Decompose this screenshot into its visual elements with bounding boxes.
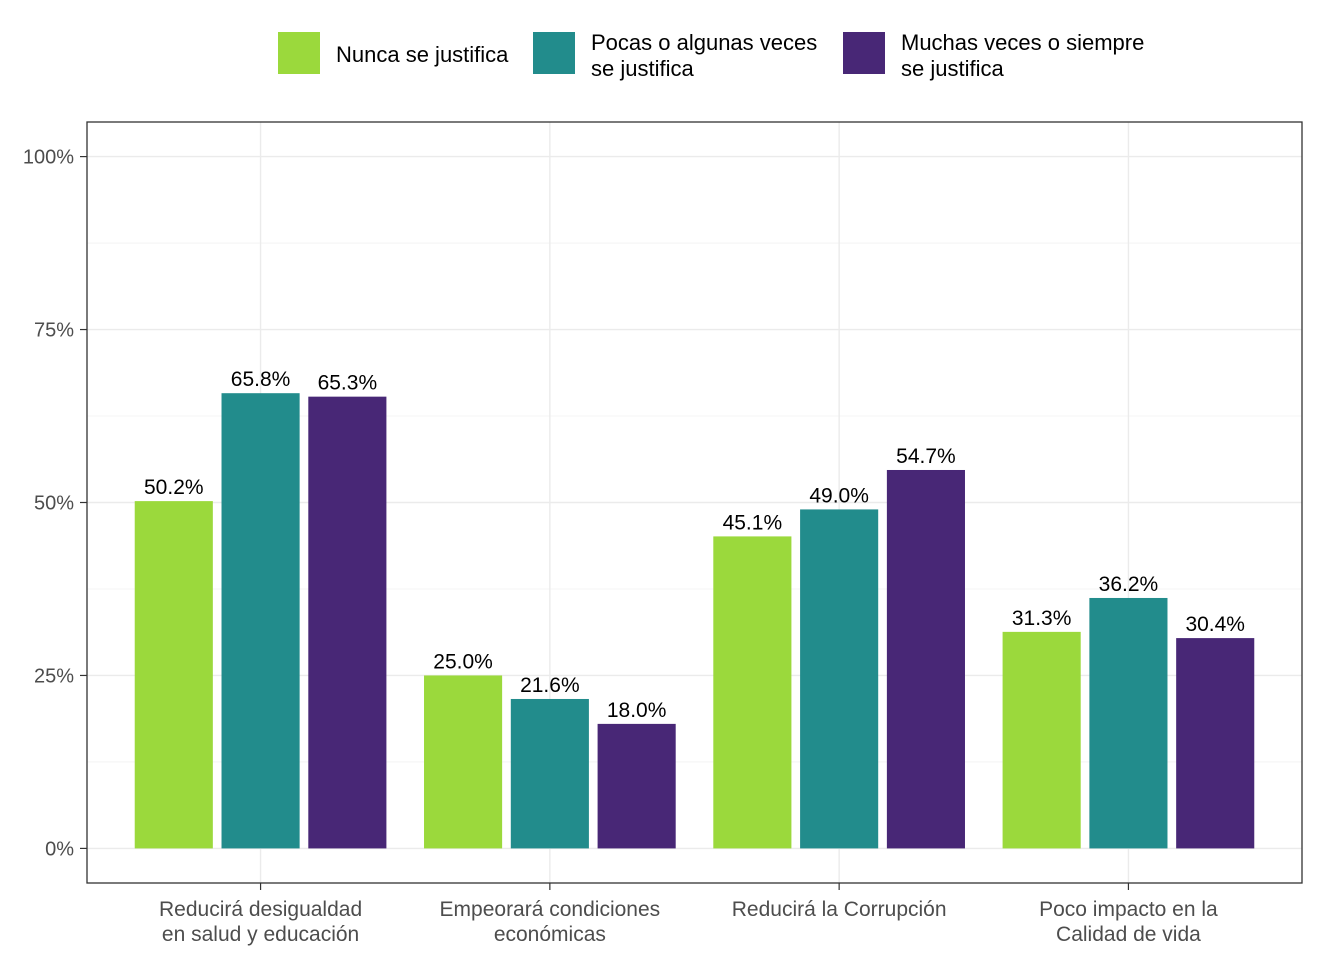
y-tick-label: 50%: [34, 493, 74, 515]
bar: [221, 393, 300, 849]
data-label-layer: 50.2% 25.0% 45.1% 31.3% 65.8% 21.6% 49.0% 36.2%…: [144, 368, 1245, 722]
y-tick-label: 75%: [34, 320, 74, 342]
bar: [1176, 638, 1255, 849]
bar: [134, 501, 213, 849]
bar: [886, 469, 965, 849]
y-tick-label: 25%: [34, 665, 74, 687]
legend-item: Muchas veces o siempre se justifica: [843, 30, 1144, 81]
legend-label: Nunca se justifica: [336, 42, 509, 67]
data-label: 65.3%: [318, 372, 378, 395]
legend-key: [843, 32, 885, 74]
legend-label: Muchas veces o siempre se justifica: [901, 30, 1144, 81]
legend-label: Pocas o algunas veces se justifica: [591, 30, 817, 81]
data-label: 36.2%: [1099, 573, 1159, 596]
bar-layer: [134, 393, 1255, 849]
x-tick-label: Poco impacto en la Calidad de vida: [1039, 898, 1218, 946]
legend-item: Nunca se justifica: [278, 32, 509, 74]
y-tick-label: 0%: [45, 838, 74, 860]
x-tick-label: Empeorará condiciones económicas: [440, 898, 661, 946]
data-label: 30.4%: [1185, 613, 1245, 636]
data-label: 45.1%: [723, 511, 783, 534]
data-label: 65.8%: [231, 368, 291, 391]
data-label: 54.7%: [896, 445, 956, 468]
bar: [800, 509, 879, 849]
axes: 0% 25% 50% 75% 100% Reducirá desigualdad en sa…: [23, 121, 1303, 946]
x-tick-label: Reducirá la Corrupción: [732, 898, 947, 921]
y-tick-label: 100%: [23, 147, 74, 169]
legend-item: Pocas o algunas veces se justifica: [533, 30, 817, 81]
data-label: 49.0%: [809, 484, 869, 507]
data-label: 50.2%: [144, 476, 204, 499]
data-label: 31.3%: [1012, 607, 1072, 630]
data-label: 21.6%: [520, 674, 580, 697]
bar: [510, 698, 589, 849]
bar: [424, 675, 503, 849]
legend-key: [533, 32, 575, 74]
data-label: 18.0%: [607, 699, 667, 722]
bar: [308, 396, 387, 849]
bar: [713, 536, 792, 849]
legend-key: [278, 32, 320, 74]
legend: Nunca se justifica Pocas o algunas veces s…: [278, 30, 1144, 81]
bar: [1089, 597, 1168, 849]
data-label: 25.0%: [433, 650, 493, 673]
x-tick-label: Reducirá desigualdad en salud y educación: [159, 898, 362, 946]
bar: [597, 723, 676, 849]
bar: [1002, 631, 1081, 849]
